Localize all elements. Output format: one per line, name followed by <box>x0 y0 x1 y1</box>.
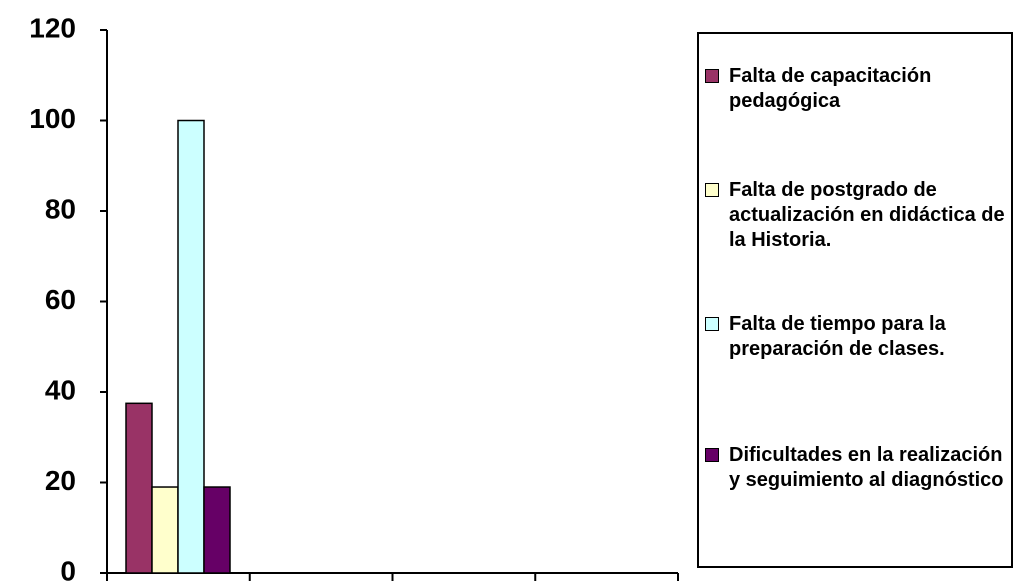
legend-label: Falta de tiempo para la preparación de c… <box>729 313 946 360</box>
legend-label: Falta de postgrado de actualización en d… <box>729 179 1005 251</box>
legend-entry: Falta de capacitación pedagógica <box>705 64 1005 114</box>
legend-entry: Falta de postgrado de actualización en d… <box>705 178 1005 253</box>
y-tick-label: 120 <box>29 12 76 43</box>
y-tick-label: 20 <box>45 465 76 496</box>
y-tick-label: 100 <box>29 103 76 134</box>
y-tick-label: 80 <box>45 193 76 224</box>
bar <box>203 486 231 574</box>
bar <box>177 119 205 574</box>
legend-entry: Dificultades en la realización y seguimi… <box>705 443 1005 493</box>
legend-swatch <box>705 448 719 462</box>
y-tick-label: 0 <box>60 555 76 585</box>
legend-label: Falta de capacitación pedagógica <box>729 65 932 112</box>
y-tick-label: 60 <box>45 284 76 315</box>
y-tick-label: 40 <box>45 374 76 405</box>
legend: Falta de capacitación pedagógica Falta de… <box>697 32 1013 568</box>
bar <box>125 402 153 574</box>
legend-swatch <box>705 69 719 83</box>
legend-swatch <box>705 317 719 331</box>
legend-entry: Falta de tiempo para la preparación de c… <box>705 312 1005 362</box>
legend-swatch <box>705 183 719 197</box>
bar <box>151 486 179 574</box>
legend-label: Dificultades en la realización y seguimi… <box>729 444 1004 491</box>
